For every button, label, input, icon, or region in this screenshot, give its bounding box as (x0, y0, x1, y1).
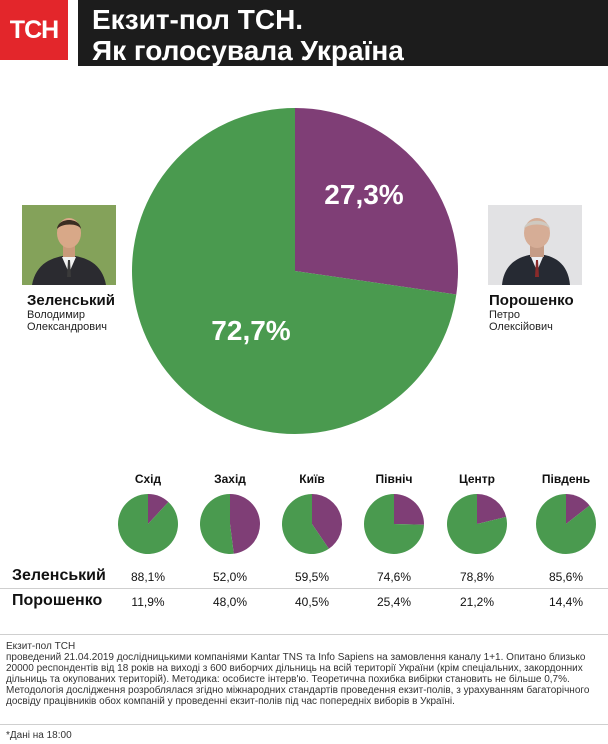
region-slice-poroshenko (477, 494, 507, 524)
page-title-line1: Екзит-пол ТСН. (92, 4, 304, 35)
footer-method: Методологія дослідження розроблялася згі… (6, 685, 590, 707)
pie-slice-zelensky (132, 108, 457, 434)
region-pie-chart (118, 494, 178, 554)
pie-label-poroshenko: 27,3% (324, 179, 403, 210)
region-label: Схід (134, 472, 162, 486)
value-poroshenko: 25,4% (376, 595, 412, 609)
candidate-surname: Порошенко (489, 292, 574, 309)
candidate-patronymic: Олексійович (489, 321, 553, 333)
row-label-zelensky: Зеленський (12, 567, 106, 584)
region-slice-poroshenko (230, 494, 261, 554)
value-poroshenko: 40,5% (294, 595, 330, 609)
pie-label-zelensky: 72,7% (211, 315, 290, 346)
region-slice-zelensky (200, 494, 234, 554)
region-label: Північ (375, 472, 413, 486)
value-zelensky: 74,6% (376, 570, 412, 584)
value-poroshenko: 14,4% (548, 595, 584, 609)
region-slice-poroshenko (394, 494, 424, 525)
region-slice-zelensky (282, 494, 329, 554)
pie-slice-poroshenko (295, 108, 458, 295)
value-zelensky: 78,8% (459, 570, 495, 584)
value-zelensky: 52,0% (212, 570, 248, 584)
title-bar: Екзит-пол ТСН. Як голосувала Україна (78, 0, 608, 66)
region-slice-poroshenko (148, 494, 169, 524)
table-divider (0, 588, 608, 589)
footer-title: Екзит-пол ТСН (6, 641, 76, 652)
candidate-surname: Зеленський (27, 292, 115, 309)
candidate-firstname: Петро (489, 309, 520, 321)
region-slice-zelensky (364, 494, 424, 554)
region-pie-chart (536, 494, 596, 554)
value-poroshenko: 21,2% (459, 595, 495, 609)
time-note: *Дані на 18:00 (6, 730, 72, 741)
region-slice-zelensky (118, 494, 178, 554)
region-pie-chart (447, 494, 507, 554)
candidate-poroshenko: Порошенко Петро Олексійович (489, 292, 574, 333)
row-label-poroshenko: Порошенко (12, 592, 103, 609)
tsn-logo: ТСН (0, 0, 68, 60)
region-slice-zelensky (447, 494, 507, 554)
region-slice-zelensky (536, 494, 596, 554)
poroshenko-photo (488, 205, 582, 285)
value-poroshenko: 11,9% (131, 595, 165, 609)
candidate-firstname: Володимир (27, 309, 86, 321)
main-pie-chart: 72,7% 27,3% (132, 108, 458, 434)
footer-divider (0, 634, 608, 635)
region-label: Центр (458, 472, 496, 486)
value-zelensky: 59,5% (294, 570, 330, 584)
note-divider (0, 724, 608, 725)
value-poroshenko: 48,0% (212, 595, 248, 609)
zelensky-photo (22, 205, 116, 285)
region-slice-poroshenko (312, 494, 342, 549)
region-slice-poroshenko (566, 494, 590, 524)
region-label: Київ (299, 472, 325, 486)
region-pie-chart (364, 494, 424, 554)
region-label: Південь (541, 472, 591, 486)
methodology-footer: Екзит-пол ТСН проведений 21.04.2019 досл… (6, 641, 604, 707)
footer-body: проведений 21.04.2019 дослідницькими ком… (6, 652, 586, 685)
candidate-patronymic: Олександрович (27, 321, 107, 333)
page-title-line2: Як голосувала Україна (92, 35, 404, 66)
candidate-zelensky: Зеленський Володимир Олександрович (27, 292, 115, 333)
region-pie-chart (282, 494, 342, 554)
region-pie-chart (200, 494, 261, 554)
value-zelensky: 88,1% (130, 570, 166, 584)
value-zelensky: 85,6% (548, 570, 584, 584)
logo-text: ТСН (9, 15, 59, 44)
region-label: Захід (214, 472, 246, 486)
